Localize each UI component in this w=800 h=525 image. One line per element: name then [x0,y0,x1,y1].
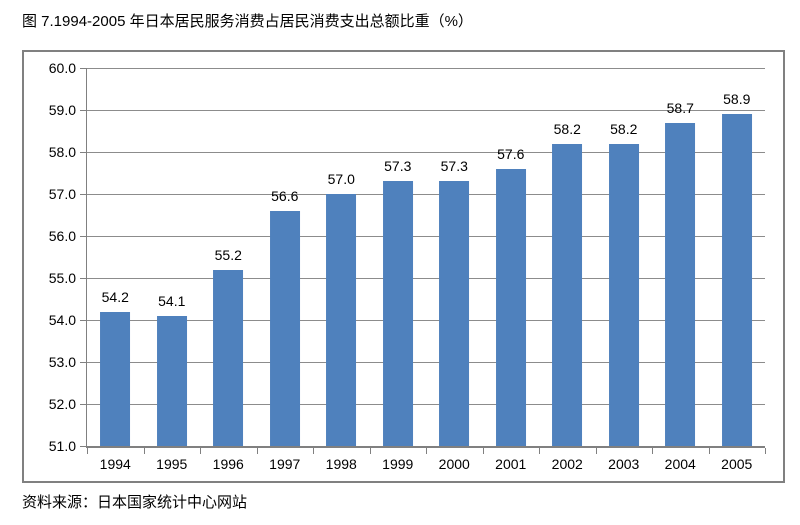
y-axis-tick-label: 59.0 [48,102,76,118]
y-axis-tick-label: 57.0 [48,186,76,202]
bar-cell: 55.2 [200,68,257,446]
x-axis-tick-label: 2004 [664,456,696,472]
y-axis-tick [80,278,87,279]
x-axis-tick [708,448,710,454]
x-axis-tick [482,448,484,454]
bar [156,315,187,446]
bar-cell: 58.7 [652,68,709,446]
x-axis-tick-label: 1995 [156,456,188,472]
bar [100,311,131,446]
x-axis-tick [765,448,766,454]
bar-cell: 57.3 [426,68,483,446]
bar-cell: 58.2 [596,68,653,446]
bar-value-label: 54.1 [158,292,186,309]
bar-cell: 58.2 [539,68,596,446]
bar-value-label: 57.3 [440,158,468,175]
x-axis-tick-label: 1998 [325,456,357,472]
y-axis-tick-label: 53.0 [48,354,76,370]
y-axis-tick [80,236,87,237]
bar-value-label: 58.2 [610,120,638,137]
bar [608,143,639,446]
bar-value-label: 58.7 [666,99,694,116]
bar-value-label: 58.2 [553,120,581,137]
gridline [87,110,765,111]
y-axis-tick [80,68,87,69]
x-axis-tick-label: 1997 [269,456,301,472]
x-axis-tick [652,448,653,454]
bar-value-label: 54.2 [101,288,129,305]
bar-cell: 54.1 [144,68,201,446]
gridline [87,194,765,195]
y-axis-tick-label: 55.0 [48,270,76,286]
bar [326,194,357,446]
gridline [87,68,765,69]
y-axis-tick [80,320,87,321]
bar [495,168,526,446]
bar [269,210,300,446]
x-axis-tick [426,448,427,454]
gridline [87,236,765,237]
x-axis-tick [369,448,371,454]
y-axis-tick [80,110,87,111]
y-axis-tick-label: 60.0 [48,60,76,76]
y-axis-tick-label: 54.0 [48,312,76,328]
x-axis-tick [200,448,201,454]
bar [552,143,583,446]
bar-value-label: 57.0 [327,171,355,187]
y-axis-tick-label: 52.0 [48,396,76,412]
x-axis-tick-label: 1996 [212,456,244,472]
bar-value-label: 57.6 [497,145,525,162]
gridline [87,320,765,321]
bar-value-label: 58.9 [723,91,751,108]
source-note: 资料来源：日本国家统计中心网站 [22,494,248,511]
x-axis-tick-label: 1999 [382,456,414,472]
gridline [87,152,765,153]
bar [721,114,752,446]
x-axis-labels: 1994 1995 1996 1997 1998 1999 2000 2001 2002 2003… [87,456,765,472]
x-axis-tick-label: 1994 [99,456,131,472]
y-axis-tick-label: 56.0 [48,228,76,244]
chart-title: 图 7.1994-2005 年日本居民服务消费占居民消费支出总额比重（%） [22,13,473,30]
y-axis-tick [80,446,87,447]
plot-area: 60.0 59.0 58.0 57.0 56.0 55.0 54.0 53.0 52.0 51.0… [49,61,766,472]
bar-cell: 58.9 [709,68,766,446]
x-axis-tick-label: 2003 [608,456,640,472]
bar-cell: 57.3 [370,68,427,446]
x-axis-tick [143,448,145,454]
gridline [87,362,765,363]
bar-value-label: 56.6 [271,187,299,204]
bar-value-label: 57.3 [384,158,412,175]
x-axis-tick [595,448,597,454]
gridline [87,404,765,405]
y-axis-tick-label: 58.0 [48,144,76,160]
gridline [87,278,765,279]
bar [665,122,696,446]
y-axis-tick [80,194,87,195]
y-axis-tick-label: 51.0 [48,438,76,454]
bar-cell: 54.2 [87,68,144,446]
bar-value-label: 55.2 [214,246,242,263]
chart-frame: 60.0 59.0 58.0 57.0 56.0 55.0 54.0 53.0 52.0 51.0… [22,50,785,483]
x-axis-tick [539,448,540,454]
x-axis-tick-label: 2002 [551,456,583,472]
bar [439,181,470,446]
x-axis-tick [87,448,88,454]
bar-cell: 57.6 [483,68,540,446]
x-axis-tick-label: 2001 [495,456,527,472]
x-axis-tick [313,448,314,454]
y-axis-tick [80,362,87,363]
bars-container: 54.2 54.1 55.2 56.6 57.0 57.3 57.3 57.6 58.2 58.2… [87,68,765,446]
y-axis-tick [80,152,87,153]
y-axis-tick [80,404,87,405]
x-axis-tick [256,448,258,454]
bar-cell: 57.0 [313,68,370,446]
bar-cell: 56.6 [257,68,314,446]
x-axis-tick-label: 2005 [721,456,753,472]
bar [213,269,244,446]
x-axis-tick-label: 2000 [438,456,470,472]
bar [382,181,413,446]
